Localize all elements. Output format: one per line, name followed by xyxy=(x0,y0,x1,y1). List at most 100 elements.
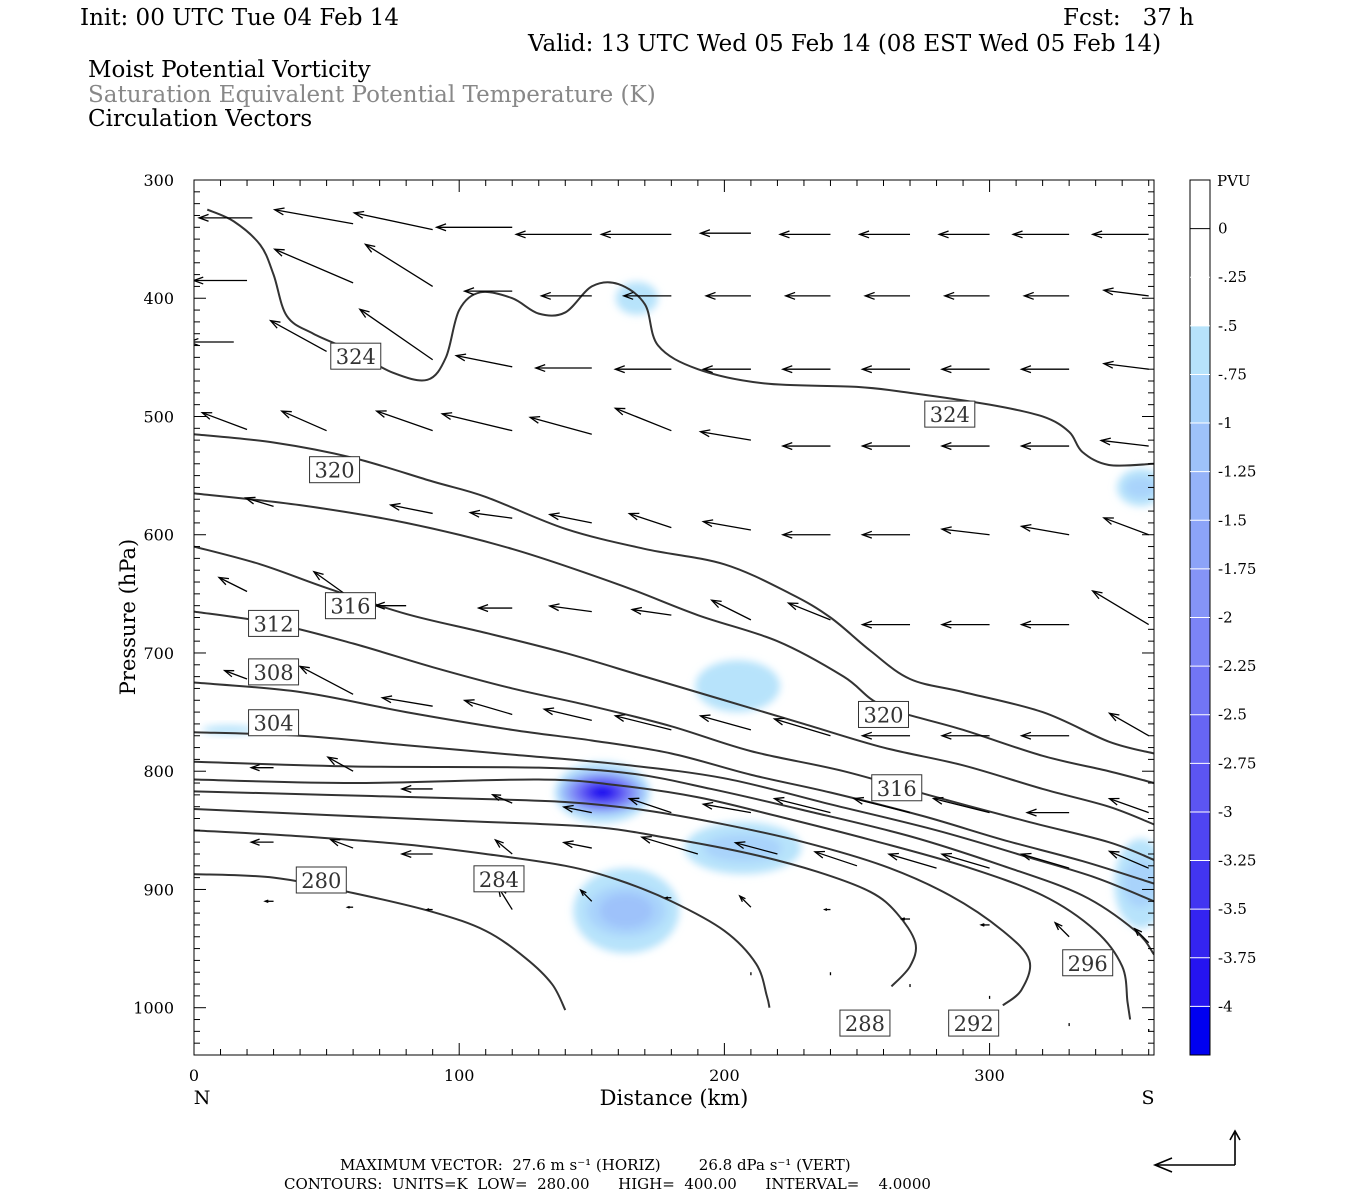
colorbar-label-6: -1.5 xyxy=(1218,511,1247,529)
vector-20 xyxy=(863,291,911,300)
svg-text:324: 324 xyxy=(336,345,376,369)
vector-118 xyxy=(1133,927,1150,944)
vector-13 xyxy=(272,248,354,284)
vector-19 xyxy=(783,291,831,300)
colorbar-label-4: -1 xyxy=(1218,414,1233,432)
vector-111 xyxy=(579,888,593,902)
contour-label-4: 312 xyxy=(248,609,300,637)
vector-10 xyxy=(1011,230,1070,239)
pv-area-1 xyxy=(573,868,680,954)
contour-label-12: 288 xyxy=(839,1009,891,1037)
vector-63 xyxy=(547,603,592,613)
vector-56 xyxy=(940,526,990,536)
colorbar-label-1: -.25 xyxy=(1218,268,1247,286)
vector-46 xyxy=(1019,442,1070,451)
valid-time: Valid: 13 UTC Wed 05 Feb 14 (08 EST Wed … xyxy=(528,31,1162,57)
vector-81 xyxy=(1019,731,1070,740)
vector-4 xyxy=(514,230,592,239)
colorbar-label-5: -1.25 xyxy=(1218,463,1256,481)
vector-80 xyxy=(940,731,990,740)
contour-label-11: 296 xyxy=(1062,949,1114,977)
colorbar-segment-15 xyxy=(1190,909,1210,958)
colorbar-label-2: -.5 xyxy=(1218,317,1237,335)
vector-99 xyxy=(561,840,592,849)
vector-32 xyxy=(860,365,911,374)
vector-50 xyxy=(468,509,513,519)
vector-25 xyxy=(268,319,327,353)
vector-101 xyxy=(733,841,778,855)
vector-12 xyxy=(194,276,248,285)
contour-308-7 xyxy=(194,681,1154,885)
vector-96 xyxy=(328,839,354,849)
contour-label-0: 324 xyxy=(330,342,382,370)
init-time: Init: 00 UTC Tue 04 Feb 14 xyxy=(80,5,400,31)
contour-label-layer: 324 324 320 316 312 308 304 320 316 280 284 296 288 2… xyxy=(248,342,1114,1037)
vector-59 xyxy=(217,576,248,593)
colorbar-segment-0 xyxy=(1190,180,1210,229)
svg-text:292: 292 xyxy=(954,1012,994,1036)
contour-label-5: 308 xyxy=(248,658,300,686)
vector-14 xyxy=(363,243,434,287)
vector-68 xyxy=(940,620,990,629)
vector-40 xyxy=(528,415,592,435)
vector-53 xyxy=(701,519,752,531)
vector-51 xyxy=(547,512,592,524)
vector-93 xyxy=(1025,808,1070,817)
vector-103 xyxy=(887,852,937,869)
contour-label-7: 320 xyxy=(858,700,910,728)
svg-text:296: 296 xyxy=(1068,952,1108,976)
contour-label-3: 316 xyxy=(324,592,376,620)
y-tick-label-2: 500 xyxy=(143,407,174,426)
svg-text:316: 316 xyxy=(330,595,370,619)
pv-area-4 xyxy=(615,281,659,315)
vector-47 xyxy=(1099,437,1149,447)
contour-284-1 xyxy=(194,829,771,1008)
vector-82 xyxy=(1107,712,1150,737)
svg-text:304: 304 xyxy=(254,712,294,736)
colorbar-label-13: -3.25 xyxy=(1218,852,1256,870)
vector-49 xyxy=(388,502,433,515)
svg-text:320: 320 xyxy=(863,703,903,727)
vector-113 xyxy=(738,894,752,908)
vector-23 xyxy=(1102,287,1149,297)
contour-288-2 xyxy=(194,808,917,988)
vector-57 xyxy=(1019,523,1070,536)
vector-75 xyxy=(542,707,592,722)
vector-29 xyxy=(613,365,672,374)
x-tick-label-3: 300 xyxy=(974,1066,1005,1085)
contour-label-9: 280 xyxy=(295,866,347,894)
vector-66 xyxy=(786,602,831,621)
vector-36 xyxy=(200,412,248,431)
contour-info-caption: CONTOURS: UNITS=K LOW= 280.00 HIGH= 400.… xyxy=(284,1175,931,1193)
colorbar-segment-2 xyxy=(1190,277,1210,326)
vector-116 xyxy=(979,923,990,927)
vector-15 xyxy=(462,287,513,296)
vector-114 xyxy=(822,908,831,911)
colorbar-segment-1 xyxy=(1190,228,1210,278)
colorbar-segment-12 xyxy=(1190,763,1210,812)
y-axis-label: Pressure (hPa) xyxy=(116,539,140,695)
vector-87 xyxy=(561,804,592,814)
theta-contour-layer xyxy=(194,208,1154,1020)
vector-7 xyxy=(778,230,831,239)
colorbar-label-11: -2.75 xyxy=(1218,754,1256,772)
vector-97 xyxy=(399,849,433,859)
vector-117 xyxy=(1053,921,1070,938)
vector-2 xyxy=(352,210,433,231)
contour-label-2: 320 xyxy=(309,456,361,484)
y-tick-label-4: 700 xyxy=(143,644,174,663)
vector-71 xyxy=(222,669,248,680)
vector-76 xyxy=(613,714,672,731)
x-end-label-north: N xyxy=(194,1087,211,1109)
vector-8 xyxy=(857,230,911,239)
vector-94 xyxy=(1107,797,1149,814)
vector-42 xyxy=(698,429,752,441)
x-end-label-south: S xyxy=(1141,1087,1154,1109)
y-tick-label-0: 300 xyxy=(143,171,174,190)
y-tick-label-7: 1000 xyxy=(133,999,174,1018)
x-tick-label-1: 100 xyxy=(444,1066,475,1085)
contour-label-8: 316 xyxy=(871,774,923,802)
colorbar-segment-4 xyxy=(1190,374,1210,424)
svg-text:280: 280 xyxy=(301,869,341,893)
vector-62 xyxy=(476,604,513,613)
